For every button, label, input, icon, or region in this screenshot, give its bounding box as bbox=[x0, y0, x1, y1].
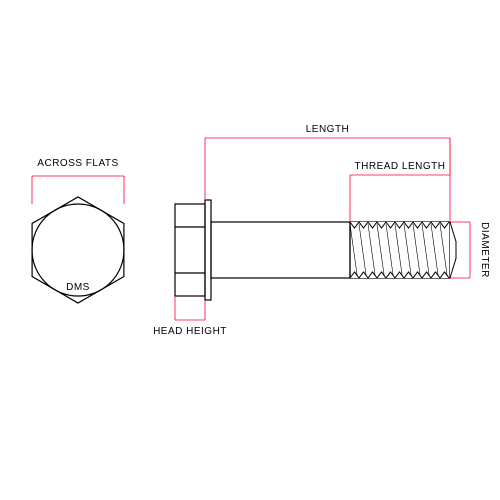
bolt-flange bbox=[205, 200, 211, 300]
thread-teeth-top bbox=[350, 222, 449, 228]
bolt-thread-body bbox=[350, 222, 450, 278]
bolt-head-side bbox=[175, 204, 205, 296]
label-across-flats: ACROSS FLATS bbox=[37, 158, 118, 169]
bolt-shank bbox=[211, 222, 350, 278]
label-length: LENGTH bbox=[306, 124, 350, 135]
bolt-diagram: ACROSS FLATS DMS LENGTH THREAD LENGTH HEAD H… bbox=[0, 0, 500, 500]
thread-teeth-bottom bbox=[350, 272, 449, 278]
label-head-height: HEAD HEIGHT bbox=[153, 326, 227, 337]
label-dms: DMS bbox=[66, 282, 90, 293]
label-diameter: DIAMETER bbox=[479, 222, 490, 278]
label-thread-length: THREAD LENGTH bbox=[355, 161, 446, 172]
bolt-tip bbox=[450, 222, 456, 278]
